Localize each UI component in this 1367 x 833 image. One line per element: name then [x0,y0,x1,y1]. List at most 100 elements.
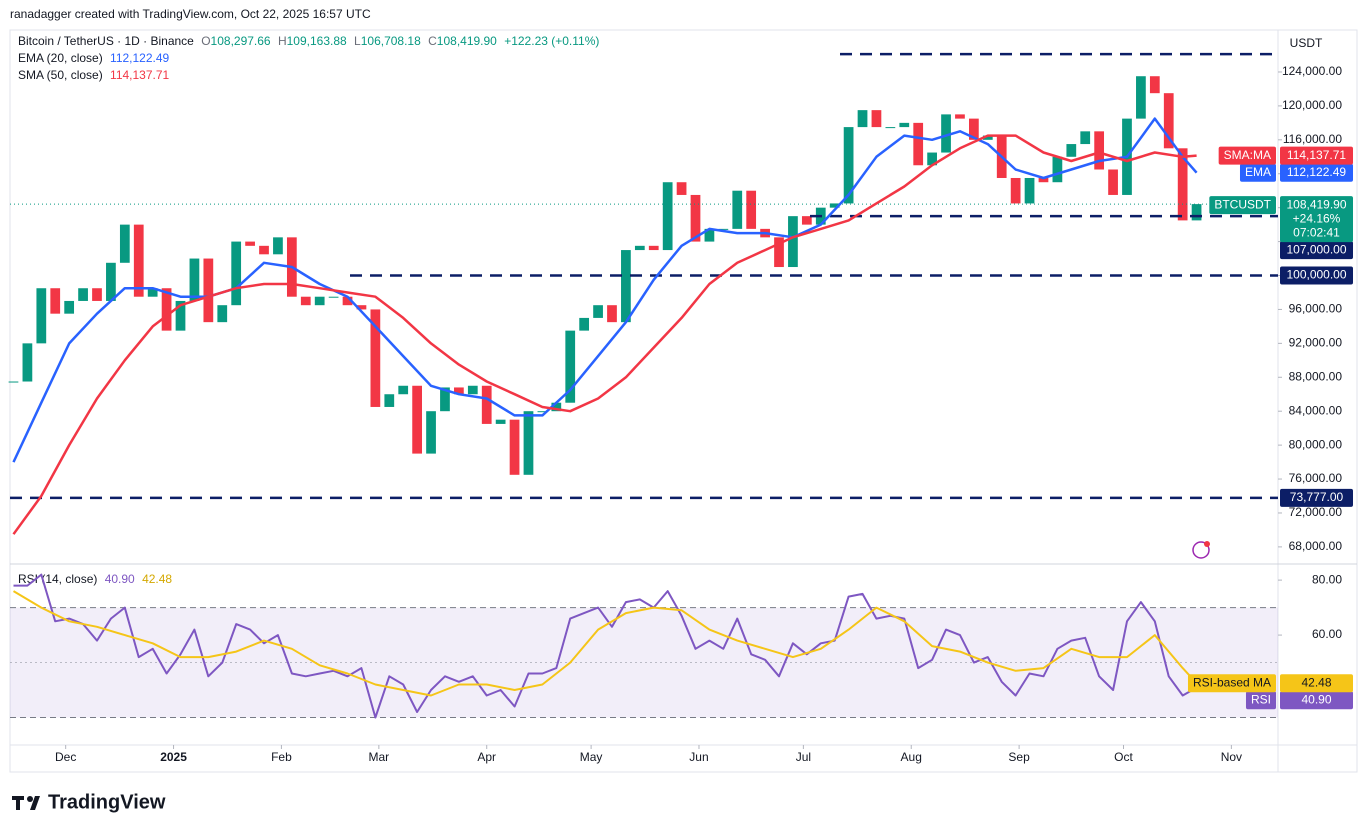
legend-value: 112,122.49 [110,51,169,65]
candle [690,194,701,242]
name-badge [1187,674,1276,693]
x-tick-label: Oct [1114,750,1133,764]
candle [857,110,868,128]
symbol: Bitcoin / TetherUS · 1D · Binance [18,34,194,48]
candle [788,216,798,268]
ohlc-value: 106,708.18 [361,34,421,48]
candle [189,258,200,301]
axis-badge-text: 42.48 [1301,675,1331,689]
axis-badge-text: 100,000.00 [1286,268,1346,282]
axis-badge [1280,674,1353,693]
candle [913,122,924,166]
ohlc-key: C [428,34,437,48]
y-tick-label: 60.00 [1312,627,1342,641]
ohlc-value: 108,297.66 [211,34,271,48]
candle [551,402,562,412]
ohlc-value: 109,163.88 [287,34,347,48]
x-tick-label: Jul [796,750,811,764]
axis-badge [1280,691,1353,710]
candle [175,300,186,331]
axis-badge-text: 40.90 [1301,692,1331,706]
ohlc-key: H [278,34,287,48]
axis-badge [1280,163,1353,182]
indicator-line [13,573,1198,719]
legend-rsi: RSI (14, close) 40.90 42.48 [18,572,172,586]
candle [356,305,367,310]
candle [412,385,422,454]
y-tick-label: 76,000.00 [1289,471,1343,485]
candle [300,296,311,306]
candle [1108,169,1118,195]
candle [231,241,242,306]
candle [621,250,631,323]
candle [732,190,743,229]
candle [593,305,603,318]
candle [1038,177,1049,183]
candle [885,127,896,129]
axis-badge [1280,146,1353,165]
candle [64,300,75,314]
candle [774,237,784,268]
name-badge [1245,691,1276,710]
axis-badge [1280,266,1353,285]
indicator-line [12,590,1198,697]
last-price: 108,419.90 [1286,197,1346,211]
candle [523,411,534,475]
candle [50,288,61,314]
candle [579,317,590,331]
candle [147,288,158,297]
legend-value: 40.90 [105,572,135,586]
candle [454,387,464,395]
x-tick-label: Feb [271,750,292,764]
y-tick-label: 68,000.00 [1289,539,1343,553]
candle [119,224,130,263]
currency: USDT [1290,36,1323,50]
x-tick-label: Apr [477,750,496,764]
candle [92,288,102,301]
candle [328,296,339,298]
candle [634,245,645,251]
candle [203,258,214,323]
y-tick-label: 72,000.00 [1289,505,1343,519]
candle [398,385,409,395]
candle [426,411,436,454]
axis-badge-text: 73,777.00 [1290,490,1344,504]
name-badge-text: BTCUSDT [1214,197,1271,211]
candle [440,387,450,412]
candle [259,245,269,255]
candle [746,190,757,229]
frame [9,29,1358,773]
candle [22,343,33,382]
axis-badge-text: 112,122.49 [1287,165,1346,179]
candle [676,182,687,195]
candle [1191,204,1202,221]
candle [1177,148,1188,221]
legend-name: SMA (50, close) [18,68,103,82]
legend-ema: EMA (20, close) 112,122.49 [18,51,170,65]
candle [871,110,882,128]
candle [370,309,381,407]
candle [1066,144,1077,157]
name-badge-text: EMA [1245,165,1271,179]
x-tick-label: May [580,750,603,764]
x-tick-label: Dec [55,750,76,764]
last-price-badge [1280,196,1353,243]
y-tick-label: 88,000.00 [1289,369,1343,383]
logo: TradingView [12,791,166,813]
candle [509,419,520,475]
y-tick-label: 80,000.00 [1289,437,1343,451]
candle [314,296,325,306]
candle [161,288,172,331]
logo-mark [16,796,20,810]
logo-mark [27,796,33,802]
candle [1094,131,1105,170]
candle [1163,93,1174,149]
legend-sma: SMA (50, close) 114,137.71 [18,68,170,82]
alert-icon[interactable] [1192,541,1210,559]
candle [384,394,395,407]
candle [1024,177,1035,204]
legend-symbol: Bitcoin / TetherUS · 1D · Binance O108,2… [18,34,599,48]
alert-dot [1204,541,1210,547]
candle [342,296,353,306]
